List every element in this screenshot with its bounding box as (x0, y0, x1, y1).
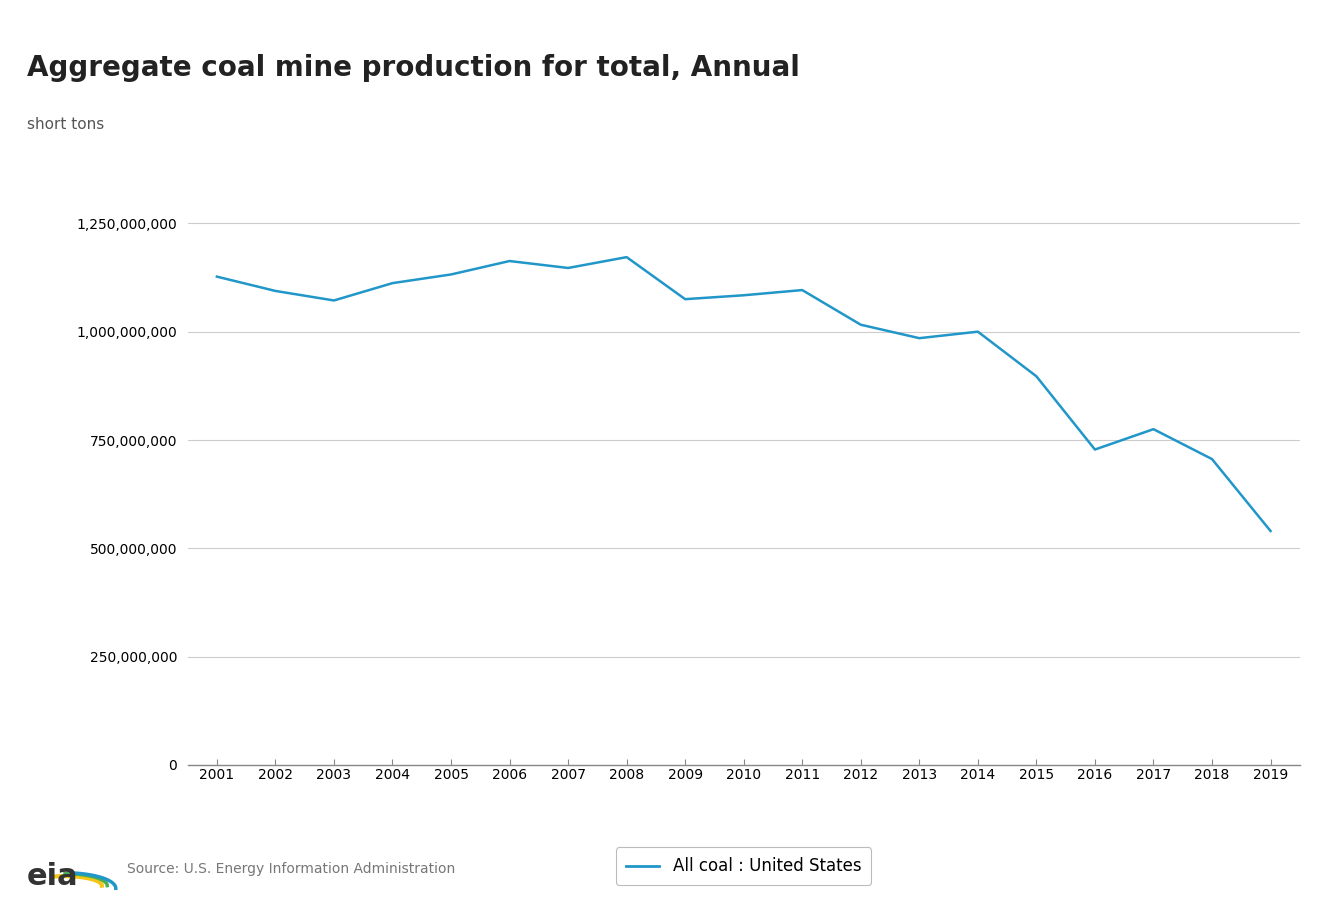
Text: eia: eia (27, 862, 79, 891)
Text: Aggregate coal mine production for total, Annual: Aggregate coal mine production for total… (27, 54, 800, 82)
Legend: All coal : United States: All coal : United States (616, 848, 871, 886)
Text: short tons: short tons (27, 117, 105, 132)
Text: Source: U.S. Energy Information Administration: Source: U.S. Energy Information Administ… (127, 861, 456, 876)
